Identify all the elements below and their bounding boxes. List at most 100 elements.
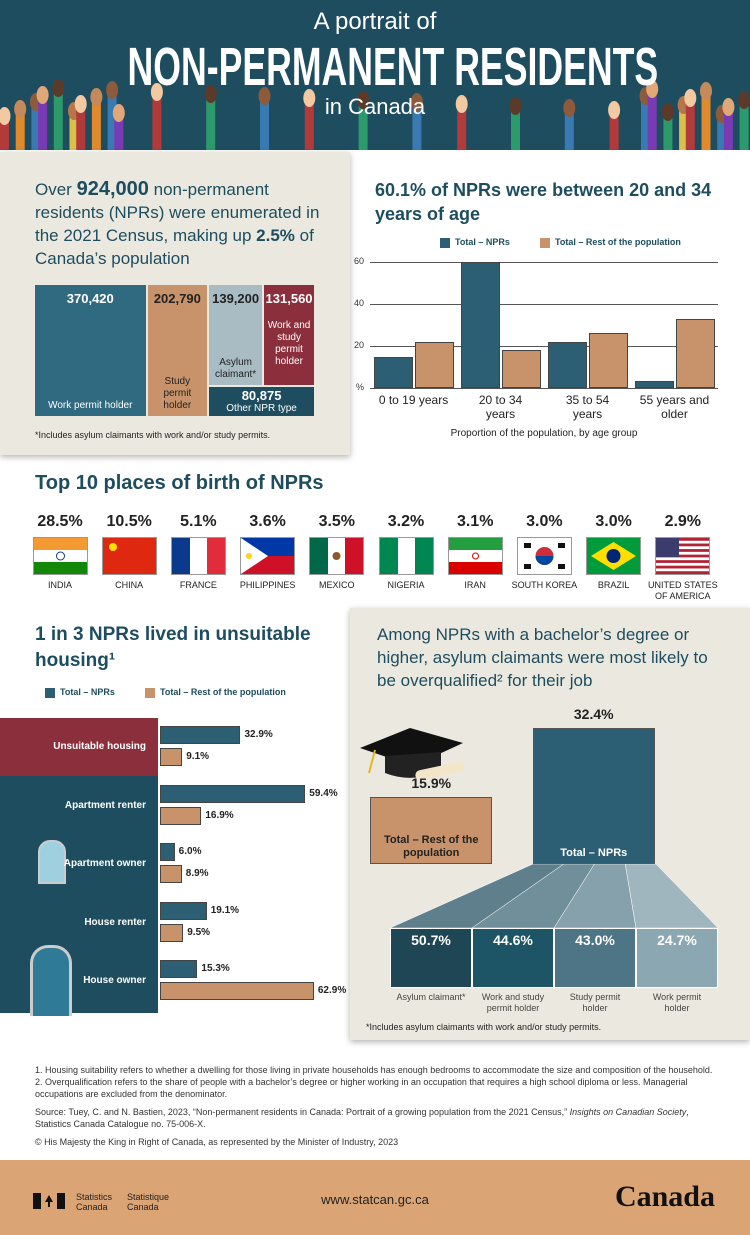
diploma xyxy=(415,761,465,781)
flag-part xyxy=(33,562,87,574)
hand xyxy=(509,97,522,115)
flag-part xyxy=(656,549,710,552)
legend-label: Total – Rest of the population xyxy=(555,237,681,247)
arm xyxy=(663,118,673,150)
legend-label: Total – NPRs xyxy=(455,237,510,247)
bar xyxy=(532,727,655,864)
category-label: Unsuitable housing xyxy=(53,741,146,753)
share-label: 24.7% xyxy=(657,932,697,948)
x-tick-label: 55 years and older xyxy=(639,393,710,421)
flag xyxy=(309,537,365,575)
hand xyxy=(357,91,370,109)
flag xyxy=(101,537,157,575)
hand xyxy=(106,81,119,99)
category-label: House renter xyxy=(84,916,146,928)
breakdown-box xyxy=(554,928,636,988)
place-label: INDIA xyxy=(47,580,72,590)
header: A portrait of NON-PERMANENT RESIDENTS in… xyxy=(0,0,750,150)
flag xyxy=(655,537,711,575)
flag-part xyxy=(448,562,502,574)
bar xyxy=(160,960,198,979)
flag-part xyxy=(246,553,253,559)
hand xyxy=(52,79,65,97)
agency-en: Statistics Canada xyxy=(76,1192,113,1212)
arm xyxy=(717,120,727,150)
bar xyxy=(160,748,183,767)
hand xyxy=(36,86,49,104)
chart-title: 60.1% of NPRs were between 20 and 34 yea… xyxy=(375,180,712,225)
share-label: 3.1% xyxy=(456,513,494,530)
treemap-tile: 139,200 Asylum claimant* xyxy=(209,285,263,386)
treemap-tile: 80,875 Other NPR type xyxy=(209,387,314,416)
source-text: Source: Tuey, C. and N. Bastien, 2023, “… xyxy=(35,1107,568,1117)
bar xyxy=(414,341,454,388)
flag-part xyxy=(557,564,565,569)
flag-part xyxy=(33,550,87,562)
value-label: 131,560 xyxy=(265,291,313,306)
category-label: Apartment owner xyxy=(63,858,146,870)
share-label: 43.0% xyxy=(575,932,615,948)
footer: Statistics Canada Statistique Canada www… xyxy=(0,1160,750,1235)
category-label: Other NPR type xyxy=(226,403,297,415)
flag-part xyxy=(523,543,531,548)
bar xyxy=(160,923,184,942)
group-label: Work and study permit holder xyxy=(481,992,545,1013)
share-label: 50.7% xyxy=(411,932,451,948)
flag xyxy=(170,537,226,575)
share-label: 3.6% xyxy=(249,513,286,530)
hand xyxy=(303,89,316,107)
value-label: 9.5% xyxy=(187,926,211,938)
bar xyxy=(588,333,628,388)
place-label: SOUTH KOREA xyxy=(511,580,578,590)
bar xyxy=(160,726,241,745)
building-decoration xyxy=(0,718,158,1016)
copyright: © His Majesty the King in Right of Canad… xyxy=(35,1137,399,1147)
share-label: 10.5% xyxy=(106,513,152,530)
footnote: 1. Housing suitability refers to whether… xyxy=(35,1065,713,1075)
category-label: Total – Rest of the population xyxy=(383,834,479,859)
share-label: 28.5% xyxy=(37,513,83,530)
place-label: PHILIPPINES xyxy=(239,580,296,590)
arm xyxy=(304,104,314,150)
arm xyxy=(53,94,63,150)
bar xyxy=(160,784,306,803)
footnote: 2. Overqualification refers to the share… xyxy=(35,1077,688,1099)
flag-part xyxy=(33,538,87,550)
flag-part xyxy=(656,560,710,563)
flag-part xyxy=(471,552,479,560)
source-publication: Insights on Canadian Society xyxy=(569,1107,687,1117)
source-text: , Statistics Canada Catalogue no. 75-006… xyxy=(35,1107,689,1129)
bar xyxy=(675,318,715,388)
grid-line xyxy=(370,388,718,389)
arm xyxy=(701,97,711,150)
bar xyxy=(160,982,314,1001)
logo-bar xyxy=(57,1193,65,1209)
flag xyxy=(32,537,88,575)
flag-part xyxy=(332,552,341,560)
value-label: 15.3% xyxy=(201,963,230,975)
arm xyxy=(91,103,101,150)
flag xyxy=(240,537,296,575)
hand xyxy=(661,103,674,121)
bar xyxy=(160,901,207,920)
graduation-cap xyxy=(360,728,465,781)
group-label: Asylum claimant* xyxy=(396,992,466,1002)
share-label: 3.0% xyxy=(595,513,632,530)
arm xyxy=(739,106,749,150)
legend-label: Total – Rest of the population xyxy=(160,687,286,697)
hand xyxy=(204,85,217,103)
flag-part xyxy=(379,538,398,574)
treemap-tile: 370,420 Work permit holder xyxy=(35,285,146,416)
arm xyxy=(609,116,619,150)
y-tick-label: 20 xyxy=(353,340,364,350)
arm xyxy=(723,113,733,150)
share-label: 2.9% xyxy=(664,513,702,530)
chart-title: 1 in 3 NPRs lived in unsuitable housing¹ xyxy=(35,624,311,671)
value-label: 59.4% xyxy=(309,787,338,799)
flag-part xyxy=(448,538,502,550)
category-label: Work and study permit holder xyxy=(267,320,311,367)
header-title: NON-PERMANENT RESIDENTS xyxy=(127,37,659,97)
legend-swatch xyxy=(145,688,155,698)
x-tick-label: 35 to 54 years xyxy=(565,393,610,421)
